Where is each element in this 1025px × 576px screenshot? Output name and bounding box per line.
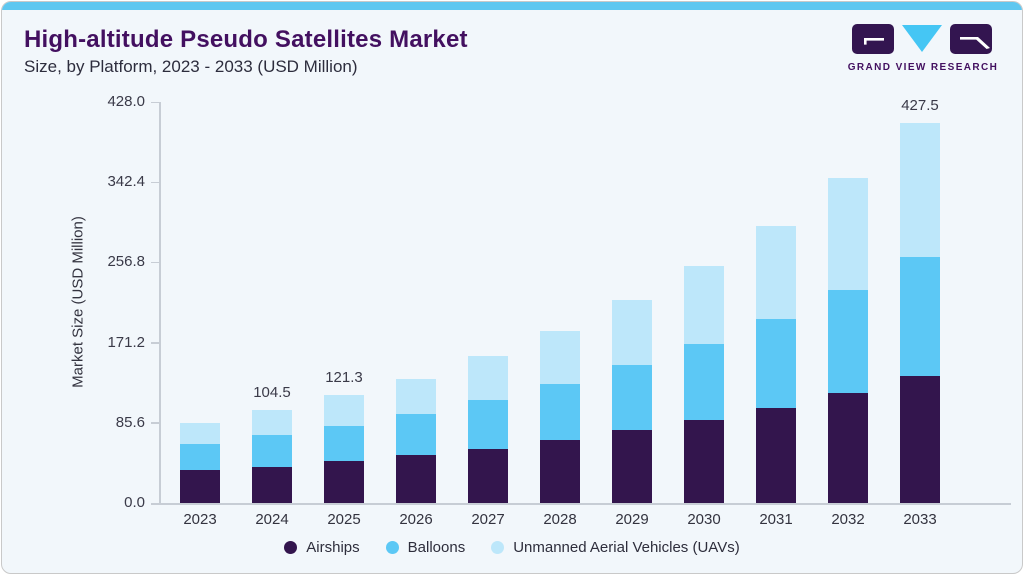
bar-segment-unmanned-2024	[252, 410, 292, 436]
bar-segment-unmanned-2026	[396, 378, 436, 415]
bar-segment-airships-2033	[900, 376, 940, 503]
bar-segment-balloons-2026	[396, 414, 436, 456]
logo-r-glyph	[960, 37, 990, 49]
y-tick-label: 85.6	[115, 413, 145, 431]
page-title: High-altitude Pseudo Satellites Market	[24, 26, 468, 53]
bar-segment-balloons-2031	[756, 318, 796, 408]
legend-dot-icon	[385, 541, 399, 554]
bar-segment-unmanned-2029	[612, 300, 652, 366]
y-axis-line	[159, 102, 161, 503]
bar-segment-balloons-2027	[468, 400, 508, 450]
logo-brand-text: GRAND VIEW RESEARCH	[848, 62, 998, 73]
bar-segment-balloons-2032	[828, 290, 868, 393]
bar-segment-balloons-2030	[684, 344, 724, 420]
x-axis-line	[151, 503, 1011, 505]
bar-segment-unmanned-2033	[900, 123, 940, 257]
legend-item-airships: Airships	[284, 539, 360, 556]
x-axis-label-2028: 2028	[543, 511, 577, 528]
bar-segment-balloons-2023	[180, 443, 220, 471]
y-tick	[151, 502, 159, 504]
y-tick-label: 342.4	[107, 173, 145, 191]
bar-segment-unmanned-2027	[468, 356, 508, 401]
x-axis-label-2032: 2032	[831, 511, 865, 528]
bar-segment-airships-2027	[468, 449, 508, 503]
y-tick	[151, 181, 159, 184]
bar-value-label-2025: 121.3	[325, 369, 363, 387]
bar-segment-unmanned-2031	[756, 226, 796, 319]
legend-item-balloons: Balloons	[385, 539, 466, 556]
bar-segment-unmanned-2023	[180, 423, 220, 444]
bar-segment-unmanned-2032	[828, 177, 868, 291]
y-tick-label: 0.0	[124, 494, 145, 511]
bar-segment-airships-2026	[396, 455, 436, 503]
legend-label: Unmanned Aerial Vehicles (UAVs)	[513, 539, 740, 556]
y-tick-label: 428.0	[107, 93, 145, 110]
x-axis-label-2033: 2033	[903, 511, 937, 528]
bar-segment-airships-2032	[828, 392, 868, 503]
legend-dot-icon	[491, 541, 505, 554]
bar-segment-airships-2028	[540, 439, 580, 503]
legend-label: Airships	[306, 539, 360, 556]
y-tick	[151, 101, 159, 103]
bar-segment-balloons-2029	[612, 365, 652, 431]
y-tick-label: 171.2	[107, 333, 145, 351]
x-axis-label-2030: 2030	[687, 511, 721, 528]
x-axis-label-2025: 2025	[327, 511, 361, 528]
y-tick-label: 256.8	[107, 253, 145, 271]
x-axis-label-2024: 2024	[255, 511, 289, 528]
chart-legend: Airships Balloons Unmanned Aerial Vehicles…	[2, 539, 1022, 556]
bar-segment-airships-2029	[612, 430, 652, 503]
bar-segment-airships-2024	[252, 467, 292, 503]
bar-segment-unmanned-2030	[684, 266, 724, 345]
y-axis-title: Market Size (USD Million)	[69, 216, 87, 388]
bar-value-label-2033: 427.5	[901, 97, 939, 114]
accent-strip	[2, 2, 1022, 10]
y-tick	[151, 261, 159, 264]
legend-label: Balloons	[407, 539, 466, 556]
x-axis-label-2029: 2029	[615, 511, 649, 528]
bar-segment-balloons-2025	[324, 426, 364, 462]
logo-triangle-icon	[902, 25, 942, 52]
bar-segment-balloons-2024	[252, 435, 292, 467]
x-axis-label-2023: 2023	[183, 511, 217, 528]
x-axis-label-2026: 2026	[399, 511, 433, 528]
x-axis-label-2027: 2027	[471, 511, 505, 528]
bar-segment-balloons-2028	[540, 383, 580, 440]
logo-g-glyph	[864, 38, 884, 45]
bar-segment-airships-2023	[180, 470, 220, 503]
legend-dot-icon	[284, 541, 298, 554]
bar-segment-unmanned-2028	[540, 331, 580, 384]
x-axis-label-2031: 2031	[759, 511, 793, 528]
y-tick	[151, 422, 159, 424]
bar-value-label-2024: 104.5	[253, 384, 291, 402]
bar-segment-unmanned-2025	[324, 395, 364, 427]
y-tick	[151, 342, 159, 344]
page-subtitle: Size, by Platform, 2023 - 2033 (USD Mill…	[24, 57, 358, 76]
bar-segment-airships-2031	[756, 407, 796, 503]
bar-segment-airships-2030	[684, 419, 724, 503]
grand-view-research-logo: GRAND VIEW RESEARCH	[848, 24, 998, 73]
legend-item-unmanned: Unmanned Aerial Vehicles (UAVs)	[491, 539, 740, 556]
bar-segment-balloons-2033	[900, 256, 940, 377]
bar-segment-airships-2025	[324, 461, 364, 503]
